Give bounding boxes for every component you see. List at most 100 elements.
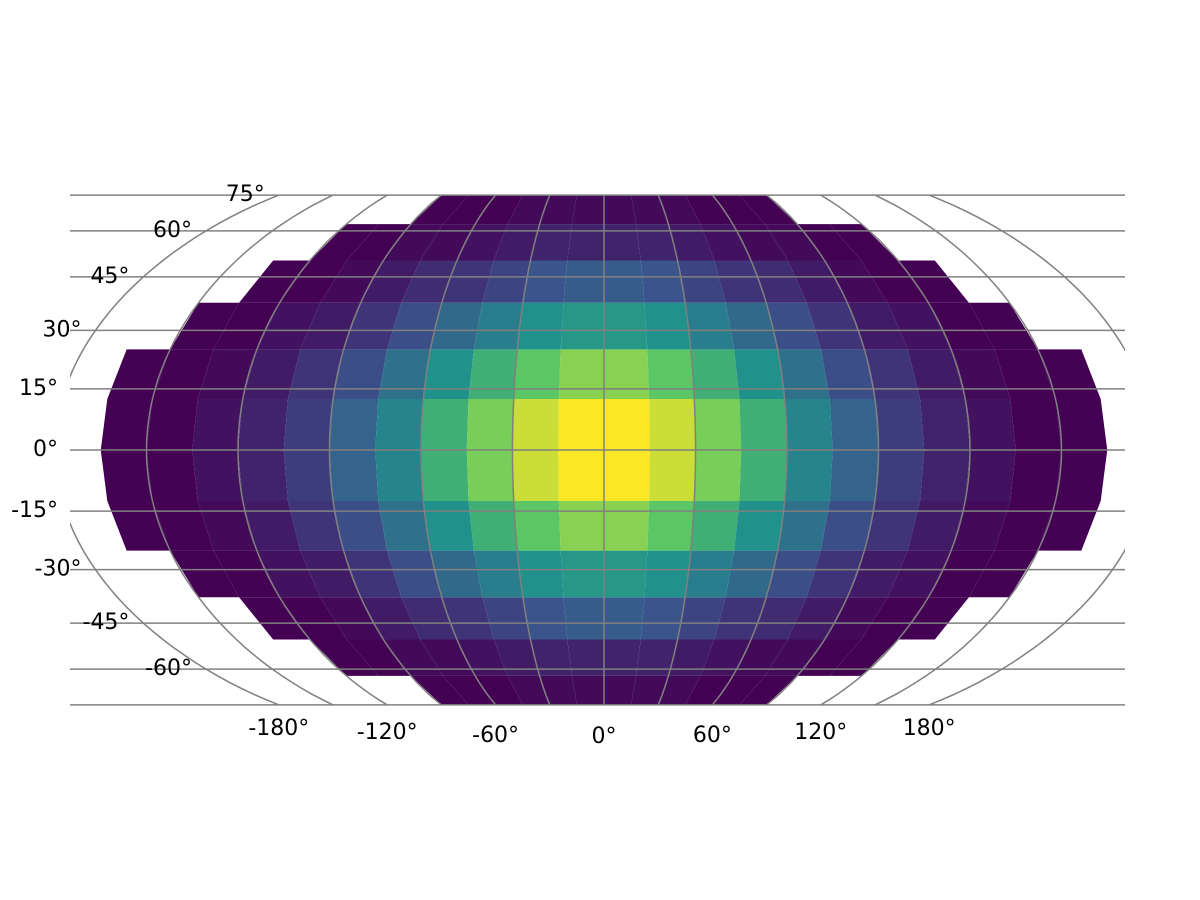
bin xyxy=(442,195,496,225)
bin xyxy=(456,639,508,676)
bin xyxy=(861,260,929,303)
bin xyxy=(558,501,604,551)
bin xyxy=(475,195,523,225)
bin xyxy=(468,501,518,551)
lon-label: -120° xyxy=(357,720,418,745)
bin xyxy=(725,302,778,350)
bin xyxy=(279,260,347,303)
bin xyxy=(765,639,825,676)
lat-label: -15° xyxy=(11,498,58,523)
bin xyxy=(375,450,424,502)
bin xyxy=(530,224,572,261)
bin xyxy=(994,501,1056,551)
bin xyxy=(560,302,604,350)
bin xyxy=(714,260,767,303)
bin xyxy=(343,302,402,350)
bin xyxy=(493,639,540,676)
bin xyxy=(887,302,952,350)
bin xyxy=(797,639,862,676)
bin xyxy=(375,398,424,450)
bin xyxy=(644,302,691,350)
bin xyxy=(829,639,899,676)
bin xyxy=(383,639,443,676)
bin xyxy=(152,501,214,551)
bin xyxy=(994,349,1056,399)
bin xyxy=(100,398,153,450)
bin xyxy=(712,675,766,705)
bin xyxy=(430,302,483,350)
lon-label: 120° xyxy=(794,720,847,745)
bin xyxy=(636,224,678,261)
bin xyxy=(647,349,695,399)
bin xyxy=(558,398,604,450)
bin xyxy=(694,450,742,502)
bin xyxy=(456,224,508,261)
bin xyxy=(920,398,970,450)
bin xyxy=(512,398,559,450)
bin xyxy=(283,450,334,502)
bin xyxy=(640,597,686,640)
bin xyxy=(482,597,531,640)
bin xyxy=(920,450,970,502)
lon-label: -60° xyxy=(472,723,519,748)
bin xyxy=(604,550,648,598)
bin xyxy=(604,501,650,551)
bin xyxy=(820,349,875,399)
bin xyxy=(847,550,908,598)
bin xyxy=(100,450,153,502)
bin xyxy=(170,302,240,350)
bin xyxy=(107,501,171,551)
bin xyxy=(907,349,966,399)
bin xyxy=(751,260,807,303)
bin xyxy=(213,550,280,598)
bin xyxy=(539,675,577,705)
bin xyxy=(604,675,637,705)
bin xyxy=(170,550,240,598)
bin xyxy=(690,349,740,399)
bin xyxy=(401,260,457,303)
bin xyxy=(847,302,908,350)
bin xyxy=(636,639,678,676)
bin xyxy=(329,398,379,450)
bin xyxy=(512,450,559,502)
bin xyxy=(694,398,742,450)
bin xyxy=(238,398,288,450)
lon-label: -180° xyxy=(248,716,309,741)
bin xyxy=(320,597,384,640)
bin xyxy=(604,597,645,640)
bin xyxy=(287,501,344,551)
bin xyxy=(649,398,696,450)
bin xyxy=(300,302,361,350)
bin xyxy=(283,398,334,450)
bin xyxy=(423,501,474,551)
bin xyxy=(466,398,514,450)
bin xyxy=(604,302,648,350)
bin xyxy=(604,195,637,225)
bin xyxy=(539,195,577,225)
bin xyxy=(766,550,821,598)
bin xyxy=(734,501,785,551)
bin xyxy=(242,349,301,399)
bin xyxy=(482,260,531,303)
bin xyxy=(441,260,494,303)
bin xyxy=(560,550,604,598)
bin xyxy=(442,675,496,705)
bin xyxy=(700,639,752,676)
bin xyxy=(333,349,388,399)
bin xyxy=(766,302,821,350)
bin xyxy=(806,550,865,598)
bin xyxy=(346,639,411,676)
bin xyxy=(1037,349,1101,399)
bin xyxy=(647,501,695,551)
bin xyxy=(239,260,310,303)
bin xyxy=(739,195,798,225)
bin xyxy=(197,349,257,399)
lon-label: 0° xyxy=(592,724,617,749)
bin xyxy=(329,450,379,502)
bin xyxy=(410,195,469,225)
bin xyxy=(797,224,862,261)
lat-label: -30° xyxy=(35,557,82,582)
lat-label: -45° xyxy=(83,610,130,635)
bin xyxy=(604,639,641,676)
bin xyxy=(563,260,604,303)
